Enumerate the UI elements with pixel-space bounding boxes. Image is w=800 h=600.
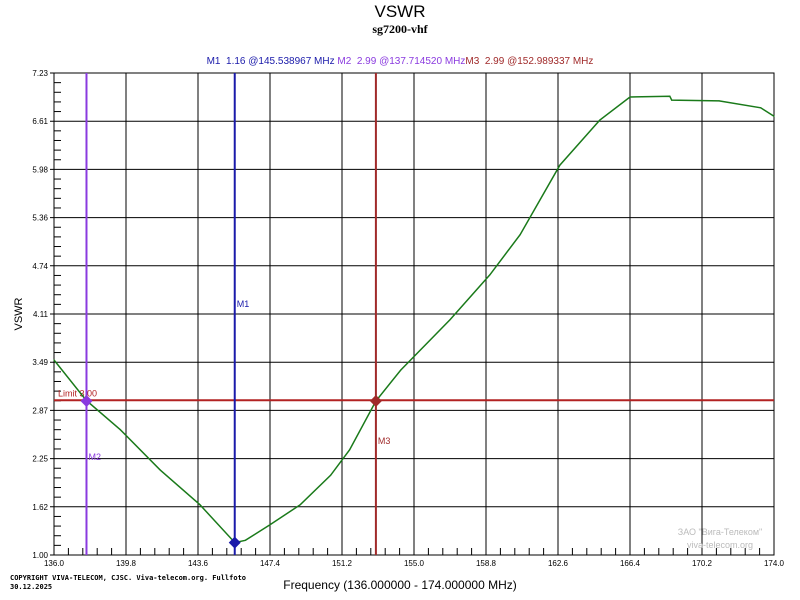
- data-point: [330, 474, 332, 476]
- x-tick-label: 147.4: [260, 559, 281, 568]
- y-tick-label: 1.00: [32, 551, 48, 560]
- y-tick-label: 3.49: [32, 358, 48, 367]
- data-point: [244, 539, 246, 541]
- data-point: [671, 99, 673, 101]
- limit-label: Limit 3.00: [58, 388, 97, 398]
- data-point: [629, 96, 631, 98]
- data-point: [269, 524, 271, 526]
- x-tick-label: 155.0: [404, 559, 425, 568]
- data-point: [519, 234, 521, 236]
- y-tick-label: 7.23: [32, 69, 48, 78]
- y-tick-label: 1.62: [32, 503, 48, 512]
- m3-readout: M3 2.99 @152.989337 MHz: [465, 56, 594, 67]
- x-tick-label: 158.8: [476, 559, 497, 568]
- copyright-line: COPYRIGHT VIVA-TELECOM, CJSC. Viva-telec…: [10, 574, 247, 582]
- marker-diamond-m3: [369, 395, 382, 408]
- watermark-company: ЗАО "Вига-Телеком": [677, 527, 763, 537]
- y-tick-label: 2.25: [32, 455, 48, 464]
- y-tick-label: 5.36: [32, 214, 48, 223]
- data-point: [559, 164, 561, 166]
- date-line: 30.12.2025: [10, 583, 53, 591]
- data-point: [159, 469, 161, 471]
- data-point: [348, 449, 351, 451]
- data-point: [773, 115, 775, 117]
- marker-label-m3: M3: [378, 436, 391, 446]
- x-tick-label: 143.6: [188, 559, 209, 568]
- data-point: [760, 107, 762, 109]
- data-point: [599, 119, 601, 121]
- data-point: [400, 369, 402, 371]
- data-point: [718, 100, 720, 102]
- data-point: [669, 95, 671, 97]
- x-tick-label: 136.0: [44, 559, 65, 568]
- data-point: [489, 274, 491, 276]
- x-tick-label: 166.4: [620, 559, 641, 568]
- data-point: [199, 504, 201, 506]
- data-point: [449, 319, 451, 321]
- marker-diamond-m2: [80, 395, 93, 408]
- y-tick-label: 4.74: [32, 262, 48, 271]
- x-tick-label: 174.0: [764, 559, 785, 568]
- y-tick-label: 6.61: [32, 117, 48, 126]
- m1-readout: M1 1.16 @145.538967 MHz: [206, 56, 335, 67]
- watermark-url: viva-telecom.org: [686, 540, 754, 550]
- marker-diamond-m1: [228, 536, 241, 549]
- marker-label-m2: M2: [88, 452, 101, 462]
- data-point: [119, 429, 121, 431]
- watermark: ЗАО "Вига-Телеком" viva-telecom.org: [660, 526, 780, 552]
- x-tick-label: 170.2: [692, 559, 713, 568]
- copyright-text: COPYRIGHT VIVA-TELECOM, CJSC. Viva-telec…: [10, 574, 246, 592]
- y-axis-label: VSWR: [13, 297, 25, 330]
- data-point: [53, 359, 55, 361]
- chart-subtitle: sg7200-vhf: [372, 22, 428, 36]
- y-tick-label: 4.11: [33, 310, 49, 319]
- y-tick-label: 5.98: [32, 165, 48, 174]
- marker-readout: M1 1.16 @145.538967 MHz M2 2.99 @137.714…: [0, 56, 800, 67]
- x-tick-label: 151.2: [332, 559, 353, 568]
- marker-label-m1: M1: [237, 299, 250, 309]
- x-axis-label: Frequency (136.000000 - 174.000000 MHz): [283, 578, 517, 592]
- vswr-series-line: [53, 95, 775, 544]
- m2-readout: M2 2.99 @137.714520 MHz: [337, 56, 466, 67]
- y-tick-label: 2.87: [32, 406, 48, 415]
- x-tick-label: 162.6: [548, 559, 569, 568]
- x-tick-label: 139.8: [116, 559, 137, 568]
- data-point: [299, 504, 301, 506]
- chart-title: VSWR: [374, 2, 426, 21]
